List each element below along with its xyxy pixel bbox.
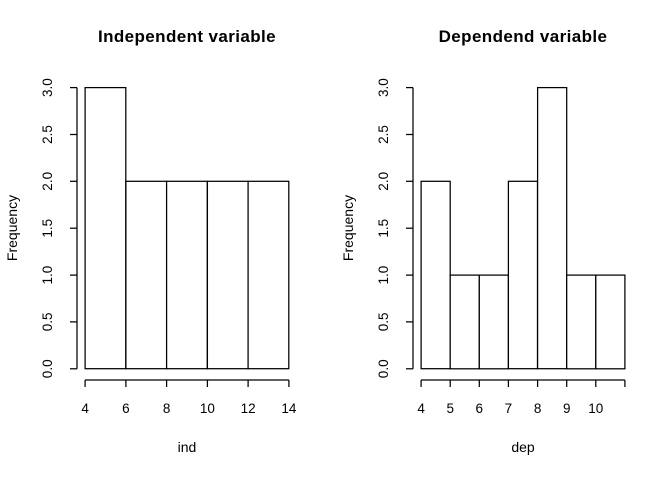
y-tick-label: 2.0 bbox=[376, 172, 391, 191]
histogram-bar bbox=[420, 180, 451, 370]
y-tick-label: 0.5 bbox=[40, 313, 55, 332]
plot-area-dependent: 4 5 6 7 8 9 10 0.0 0.5 1.0 1.5 2.0 2.5 3.0 bbox=[376, 78, 626, 416]
x-tick-label: 6 bbox=[476, 401, 484, 416]
plot-area-independent: 4 6 8 10 12 14 0.0 0.5 1.0 1.5 2.0 2.5 3.0 bbox=[40, 78, 297, 416]
x-tick-label: 10 bbox=[200, 401, 215, 416]
histogram-bar bbox=[125, 180, 168, 370]
x-axis-label: ind bbox=[178, 439, 197, 455]
histogram-bar bbox=[478, 274, 510, 370]
histogram-bar bbox=[165, 180, 208, 370]
x-tick-label: 8 bbox=[534, 401, 542, 416]
y-tick-label: 2.5 bbox=[376, 125, 391, 144]
y-tick-label: 1.0 bbox=[376, 266, 391, 285]
y-tick-label: 3.0 bbox=[40, 78, 55, 97]
chart-title: Dependend variable bbox=[439, 27, 608, 46]
histogram-bar bbox=[84, 86, 127, 370]
y-tick-label: 3.0 bbox=[376, 78, 391, 97]
y-tick-label: 0.5 bbox=[376, 313, 391, 332]
y-tick-label: 0.0 bbox=[376, 359, 391, 378]
histogram-bar bbox=[449, 274, 480, 370]
histogram-bar bbox=[595, 274, 626, 370]
histogram-bar bbox=[507, 180, 539, 370]
x-tick-label: 9 bbox=[563, 401, 571, 416]
histogram-bar bbox=[566, 274, 597, 370]
histogram-figure-dependent: Dependend variable dep Frequency 4 5 6 7 8 9 1… bbox=[336, 0, 672, 480]
x-tick-label: 14 bbox=[281, 401, 297, 416]
x-tick-label: 7 bbox=[505, 401, 513, 416]
y-tick-label: 0.0 bbox=[40, 359, 55, 378]
y-tick-label: 1.0 bbox=[40, 266, 55, 285]
plot-canvas-dependent: Dependend variable dep Frequency 4 5 6 7 8 9 1… bbox=[340, 27, 626, 455]
y-tick-label: 2.5 bbox=[40, 125, 55, 144]
x-tick-label: 12 bbox=[241, 401, 256, 416]
histogram-bar bbox=[206, 180, 249, 370]
y-tick-label: 1.5 bbox=[376, 219, 391, 238]
y-axis-label: Frequency bbox=[340, 195, 356, 261]
x-tick-label: 5 bbox=[446, 401, 454, 416]
x-tick-label: 4 bbox=[417, 401, 425, 416]
y-axis-label: Frequency bbox=[4, 195, 20, 261]
x-tick-label: 6 bbox=[122, 401, 130, 416]
plot-canvas-independent: Independent variable ind Frequency 4 6 8 10… bbox=[4, 27, 297, 455]
chart-title: Independent variable bbox=[98, 27, 276, 46]
x-tick-label: 8 bbox=[163, 401, 171, 416]
x-axis-label: dep bbox=[511, 439, 535, 455]
x-tick-label: 4 bbox=[81, 401, 89, 416]
histogram-figure-independent: Independent variable ind Frequency 4 6 8 10… bbox=[4, 27, 297, 455]
histogram-bar bbox=[536, 86, 568, 370]
y-tick-label: 1.5 bbox=[40, 219, 55, 238]
x-tick-label: 10 bbox=[588, 401, 603, 416]
histogram-bar bbox=[247, 180, 290, 370]
y-tick-label: 2.0 bbox=[40, 172, 55, 191]
